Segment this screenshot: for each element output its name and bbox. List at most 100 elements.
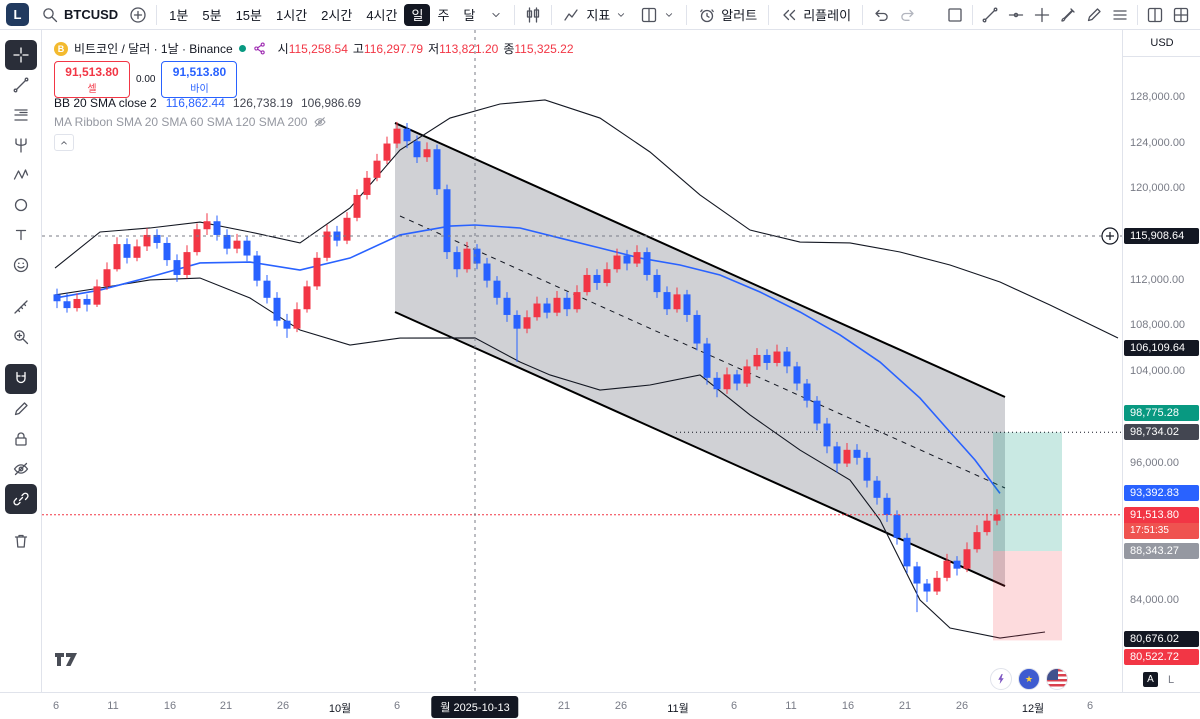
sell-label: 셀 [87, 84, 97, 95]
pattern-tool[interactable] [5, 160, 37, 190]
axis-divider [1123, 56, 1200, 57]
ma-ribbon-legend[interactable]: MA Ribbon SMA 20 SMA 60 SMA 120 SMA 200 [54, 115, 327, 129]
eu-flag-icon[interactable] [1018, 668, 1040, 690]
trade-panel: 91,513.80 셀 0.00 91,513.80 바이 [54, 61, 238, 98]
cursor-tool[interactable] [4, 40, 37, 70]
interval-menu-button[interactable] [483, 3, 509, 27]
plus-circle-icon [129, 6, 147, 24]
trendline-tool[interactable] [5, 70, 37, 100]
tradingview-watermark[interactable] [54, 651, 80, 672]
favorite-drawings-icon[interactable] [1107, 3, 1133, 27]
currency-toggle[interactable]: USD [1150, 37, 1174, 49]
symbol-name: BTCUSD [64, 7, 119, 22]
ohlc-pair: 저113,821.20 [428, 42, 499, 56]
buy-label: 바이 [190, 84, 209, 95]
emoji-tool[interactable] [5, 250, 37, 280]
price-axis[interactable]: USD A L 128,000.00 124,000.00 120,000.00 11… [1122, 30, 1200, 692]
zoom-tool[interactable] [5, 322, 37, 352]
maximize-icon[interactable] [942, 3, 968, 27]
sync-drawings-tool[interactable] [4, 484, 37, 514]
lock-all-drawings-tool[interactable] [5, 424, 37, 454]
price-tick: 108,000.00 [1130, 319, 1186, 332]
ma-ribbon-name: MA Ribbon SMA 20 SMA 60 SMA 120 SMA 200 [54, 115, 308, 129]
symbol-title[interactable]: 비트코인 / 달러 · 1날 · Binance [74, 42, 233, 56]
pencil-icon[interactable] [1081, 3, 1107, 27]
replay-button[interactable]: 리플레이 [774, 3, 857, 27]
price-tick: 84,000.00 [1130, 593, 1179, 606]
cross-line-icon[interactable] [1029, 3, 1055, 27]
toolbar-right-group [942, 3, 1194, 27]
interval-button-15분[interactable]: 15분 [235, 8, 262, 23]
time-tick: 26 [276, 700, 290, 712]
price-tick: 96,000.00 [1130, 456, 1179, 469]
measure-tool[interactable] [5, 292, 37, 322]
interval-button-1분[interactable]: 1분 [169, 8, 189, 23]
text-tool[interactable] [5, 220, 37, 250]
remove-all-drawings-tool[interactable] [5, 526, 37, 556]
replay-label: 리플레이 [803, 8, 852, 23]
price-label: 80,676.02 [1124, 630, 1199, 647]
watchlist-panel-icon[interactable] [1142, 3, 1168, 27]
symbol-search-button[interactable]: BTCUSD [35, 3, 124, 27]
trendline-icon[interactable] [977, 3, 1003, 27]
time-axis[interactable]: 6 11 16 21 26 10월 6 21 26 11월 6 11 16 21 26 12월 6 월 2025-… [0, 692, 1200, 719]
price-label: 80,522.72 [1124, 649, 1199, 666]
interval-button-일[interactable]: 일 [404, 3, 431, 26]
price-label: 98,775.28 [1124, 404, 1199, 421]
draw-tool[interactable] [5, 394, 37, 424]
main-menu-button[interactable]: L [6, 3, 29, 26]
interval-button-5분[interactable]: 5분 [202, 8, 222, 23]
grid-layout-icon[interactable] [1168, 3, 1194, 27]
redo-button[interactable] [895, 3, 921, 27]
time-tick: 12월 [1021, 703, 1045, 715]
interval-button-2시간[interactable]: 2시간 [321, 8, 353, 23]
bb-value: 106,986.69 [300, 96, 362, 110]
ohlc-pair: 고116,297.79 [352, 42, 424, 56]
shapes-tool[interactable] [5, 190, 37, 220]
horizontal-line-icon[interactable] [1003, 3, 1029, 27]
price-tick: 128,000.00 [1130, 90, 1186, 103]
buy-button[interactable]: 91,513.80 바이 [161, 61, 238, 98]
drawing-toolbar [0, 30, 42, 718]
bb-indicator-legend[interactable]: BB 20 SMA close 2 116,862.44 126,738.19 10… [54, 96, 369, 110]
chart-area[interactable]: B 비트코인 / 달러 · 1날 · Binance 시115,258.54 고1… [42, 30, 1122, 692]
indicators-label: 지표 [586, 8, 611, 23]
add-symbol-button[interactable] [125, 3, 151, 27]
boost-icon[interactable] [990, 668, 1012, 690]
indicators-button[interactable]: 지표 [557, 3, 633, 27]
log-scale-button[interactable]: L [1168, 673, 1175, 686]
layout-templates-button[interactable] [634, 3, 681, 27]
magnet-tool[interactable] [4, 364, 37, 394]
price-label: 88,343.27 [1124, 543, 1199, 560]
fib-retracement-tool[interactable] [5, 100, 37, 130]
time-tick: 21 [898, 700, 912, 712]
interval-button-주[interactable]: 주 [437, 8, 450, 23]
legend-collapse-button[interactable] [54, 134, 74, 151]
hide-all-drawings-tool[interactable] [5, 454, 37, 484]
pitchfork-tool[interactable] [5, 130, 37, 160]
crosshair-date-label: 월 2025-10-13 [431, 696, 519, 718]
chevron-down-icon [489, 8, 503, 22]
time-tick: 11 [785, 700, 797, 712]
scale-controls: A L [1143, 672, 1174, 687]
chevron-up-icon [58, 137, 70, 149]
chart-style-button[interactable] [520, 3, 546, 27]
brush-icon[interactable] [1055, 3, 1081, 27]
bb-value: 116,862.44 [165, 96, 225, 110]
interval-group: 1분 5분 15분 1시간 2시간 4시간 일 주 달 [162, 3, 482, 26]
minds-share-icon[interactable] [252, 41, 267, 56]
time-tick: 26 [955, 700, 969, 712]
chart-canvas[interactable] [42, 30, 1122, 692]
eye-off-icon[interactable] [313, 115, 327, 129]
ohlc-pair: 시115,258.54 [277, 42, 348, 56]
interval-button-달[interactable]: 달 [463, 8, 476, 23]
alert-button[interactable]: 알러트 [692, 3, 763, 27]
price-label: 115,908.64 [1124, 228, 1199, 244]
sell-button[interactable]: 91,513.80 셀 [54, 61, 130, 98]
lightning-icon [994, 672, 1008, 686]
interval-button-4시간[interactable]: 4시간 [366, 8, 398, 23]
auto-scale-button[interactable]: A [1143, 672, 1158, 687]
interval-button-1시간[interactable]: 1시간 [276, 8, 308, 23]
us-flag-icon[interactable] [1046, 668, 1068, 690]
undo-button[interactable] [868, 3, 894, 27]
